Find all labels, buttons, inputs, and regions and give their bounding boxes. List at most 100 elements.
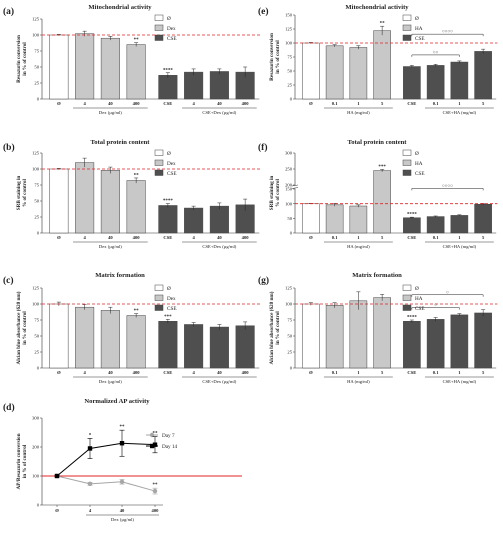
y-tick-label: 50 [34, 334, 39, 339]
group-label: HA (mg/ml) [347, 379, 370, 384]
x-tick-label: CSE [163, 235, 172, 240]
legend-label: CSE [415, 171, 425, 177]
y-axis-label-line: SRB staining in [16, 176, 22, 211]
y-tick-label: 25 [34, 81, 39, 86]
legend-label: Ø [415, 286, 419, 292]
bar [209, 205, 229, 234]
bar [403, 66, 421, 100]
y-tick-label: 25 [287, 350, 292, 355]
bar [100, 170, 120, 234]
y-axis-label-line: in % of control [22, 42, 28, 76]
y-axis-label: Alcian blue absorbance (620 nm)in % of c… [268, 291, 281, 364]
bar [474, 204, 492, 234]
group-label: CSE+Dex (µg/ml) [202, 244, 236, 249]
y-tick-label: 250 [285, 167, 293, 172]
group-label: CSE+Dex (µg/ml) [202, 379, 236, 384]
legend-swatch [402, 169, 412, 176]
legend-swatch [154, 304, 164, 311]
x-tick-label: 1 [357, 235, 360, 240]
significance-mark: *** [378, 165, 386, 170]
chart-panel-e: (e) Mitochondrial activity025507510012515… [258, 4, 498, 115]
series-line [56, 442, 156, 477]
legend-swatch [402, 284, 412, 291]
bar [184, 324, 204, 369]
legend-swatch [154, 14, 164, 21]
x-tick-label: 4 [83, 235, 86, 240]
x-tick-label: 40 [108, 370, 113, 375]
chart-title: Mitochondrial activity [345, 4, 409, 11]
y-axis-label-line: SRB staining in [269, 176, 275, 211]
x-tick-label: 400 [133, 101, 141, 106]
legend-label: HA [415, 296, 423, 302]
x-tick-label: 4 [89, 508, 92, 513]
panel-label: (d) [3, 402, 15, 413]
x-axis-label: Dex (µg/ml) [111, 517, 134, 522]
y-tick-label: 0 [37, 97, 40, 102]
group-label: CSE+HA (mg/ml) [443, 379, 477, 384]
panel-label: (a) [3, 6, 14, 17]
legend-swatch [154, 294, 164, 301]
chart-title: Normalized AP activity [84, 398, 150, 405]
group-label: Dex (µg/ml) [99, 379, 122, 384]
legend-swatch [402, 159, 412, 166]
bar [75, 306, 95, 369]
x-tick-label: 4 [192, 370, 195, 375]
y-axis-label-line: % of control [22, 179, 28, 207]
y-axis-label-line: in % of control [275, 40, 281, 74]
significance-mark: **** [407, 316, 418, 321]
group-label: CSE+HA (mg/ml) [443, 244, 477, 249]
bar [302, 303, 320, 369]
bar [403, 321, 421, 369]
bar [158, 75, 178, 100]
bar [49, 168, 69, 234]
legend-swatch [402, 24, 412, 31]
chart-title: Total protein content [91, 139, 151, 146]
x-tick-label: CSE [407, 235, 416, 240]
y-tick-label: 100 [285, 41, 293, 46]
legend-label: Dex [167, 161, 176, 167]
bracket-label: ○○ [433, 49, 439, 54]
group-label: HA (mg/ml) [347, 110, 370, 115]
y-axis-label-line: in % of control [22, 311, 28, 345]
bar [426, 216, 445, 234]
axis-break-mark [291, 184, 299, 187]
legend-label: CSE [167, 171, 177, 177]
series-line [56, 475, 156, 492]
bar [426, 65, 445, 100]
y-tick-label: 75 [287, 55, 292, 60]
y-tick-label: 25 [287, 83, 292, 88]
y-axis-label-line: Resazurin conversion [269, 33, 275, 81]
bar [373, 170, 391, 234]
comparison-bracket [411, 307, 460, 310]
group-label: Dex (µg/ml) [99, 244, 122, 249]
data-point [54, 473, 60, 479]
x-tick-label: CSE [407, 101, 416, 106]
x-tick-label: 1 [357, 101, 360, 106]
y-tick-label: 50 [34, 199, 39, 204]
data-point [87, 446, 93, 451]
y-axis-label: Alcian blue absorbance (620 nm)in % of c… [15, 291, 28, 364]
y-tick-label: 25 [34, 350, 39, 355]
legend-label: Dex [167, 296, 176, 302]
legend-swatch [154, 284, 164, 291]
bar [325, 204, 344, 234]
x-tick-label: CSE [163, 101, 172, 106]
legend-label: Ø [167, 286, 171, 292]
data-point [152, 488, 158, 494]
legend-marker [150, 443, 155, 449]
significance-mark: **** [163, 68, 174, 73]
bar [158, 321, 178, 369]
chart-title: Matrix formation [352, 272, 402, 279]
x-tick-label: 5 [381, 235, 384, 240]
chart-title: Matrix formation [95, 272, 145, 279]
legend-label: Ø [167, 151, 171, 157]
x-tick-label: 40 [217, 235, 222, 240]
bar [184, 71, 204, 100]
significance-mark: ** [134, 38, 140, 43]
panel-label: (f) [258, 142, 268, 153]
x-tick-label: 0.1 [433, 235, 439, 240]
significance-mark: **** [407, 213, 418, 218]
bar [126, 180, 146, 234]
comparison-bracket [411, 54, 460, 57]
bar [209, 71, 229, 100]
